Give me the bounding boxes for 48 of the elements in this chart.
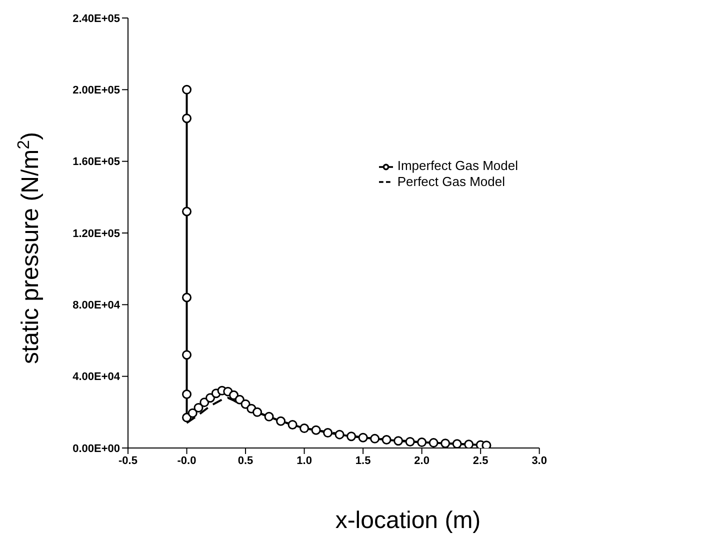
- x-tick-label: -0.0: [177, 454, 196, 467]
- y-tick-label: 2.00E+05: [72, 84, 120, 97]
- point: [417, 438, 427, 448]
- y-tick-label: 8.00E+04: [72, 300, 121, 312]
- x-tick-label: 2.0: [414, 454, 430, 467]
- point: [182, 84, 192, 94]
- point: [452, 439, 462, 448]
- y-tick-label: 0.00E+00: [72, 442, 120, 455]
- point: [182, 350, 192, 360]
- x-tick-label: 3.0: [532, 454, 547, 467]
- point: [276, 416, 286, 426]
- x-tick-label: 1.0: [296, 454, 312, 467]
- point: [440, 438, 450, 448]
- y-tick-label: 1.60E+05: [72, 156, 120, 168]
- point: [264, 412, 274, 422]
- point: [182, 390, 192, 399]
- point: [252, 407, 262, 417]
- point: [382, 435, 392, 445]
- point: [288, 420, 298, 430]
- point: [194, 402, 204, 412]
- x-tick-label: 2.5: [472, 454, 488, 467]
- x-tick-label: 1.5: [355, 454, 371, 467]
- point: [346, 432, 356, 442]
- point: [206, 393, 216, 403]
- point: [182, 292, 192, 302]
- point: [428, 438, 438, 448]
- point: [182, 114, 192, 124]
- point: [370, 434, 380, 444]
- point: [334, 430, 344, 440]
- point: [311, 425, 321, 435]
- y-tick-label: 4.00E+04: [72, 371, 121, 384]
- x-tick-label: -0.5: [118, 454, 138, 467]
- point: [358, 432, 368, 442]
- point: [323, 428, 333, 438]
- point: [300, 424, 310, 434]
- point: [464, 440, 474, 448]
- point: [188, 408, 198, 418]
- point: [405, 436, 415, 446]
- y-tick-label: 2.40E+05: [72, 12, 120, 25]
- point: [229, 390, 239, 400]
- x-axis-title: x-location (m): [335, 507, 481, 534]
- legend-label: Imperfect Gas Model: [397, 158, 518, 173]
- legend-label: Perfect Gas Model: [397, 174, 505, 189]
- point: [182, 206, 192, 216]
- y-tick-label: 1.20E+05: [72, 228, 120, 240]
- x-tick-label: 0.5: [238, 454, 254, 467]
- point: [394, 436, 404, 446]
- point: [482, 440, 492, 448]
